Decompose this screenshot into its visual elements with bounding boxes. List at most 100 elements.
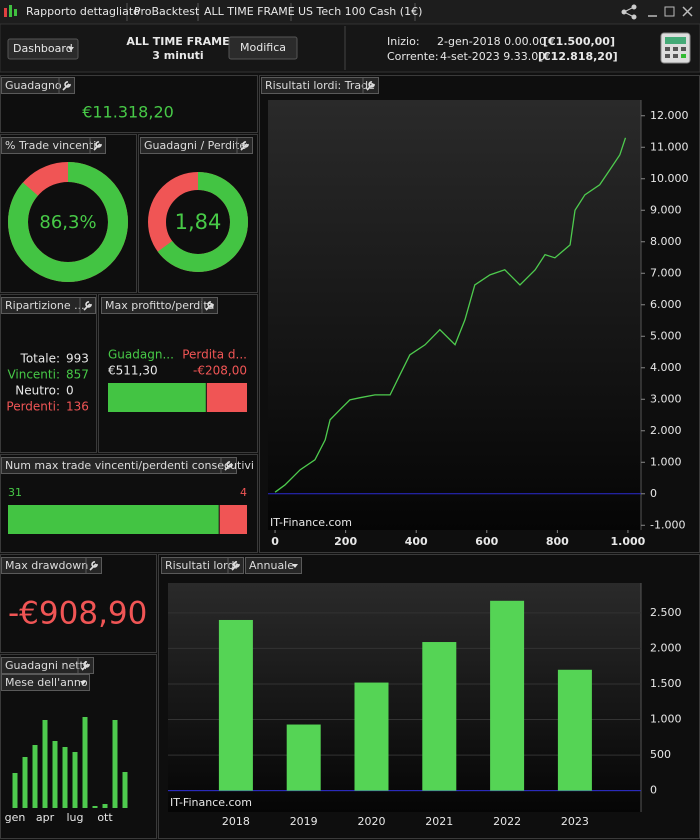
y-tick-label: 4.000: [650, 361, 682, 374]
equity-line: [274, 137, 627, 493]
bar: [102, 804, 108, 808]
y-tick-label: 2.000: [650, 641, 682, 654]
wrench-icon[interactable]: [83, 301, 92, 311]
edit-label: Modifica: [240, 41, 286, 54]
panel-header: [140, 137, 253, 154]
title-bar: [0, 0, 700, 24]
tab[interactable]: ALL TIME FRAME: [204, 5, 295, 18]
wrench-icon[interactable]: [93, 141, 102, 151]
loss-bar: [206, 383, 247, 412]
share-icon[interactable]: [621, 4, 637, 20]
win-bar: [108, 383, 206, 412]
dashboard-button[interactable]: [7, 38, 79, 60]
panel-header: [161, 557, 244, 574]
breakdown: Totale: 993 Vincenti: 857 Neutro: 0 Perd…: [6, 352, 89, 414]
bar: [557, 669, 592, 791]
profit-label: Guadagn...: [108, 348, 174, 362]
report-icon[interactable]: [660, 32, 691, 64]
losses-label: Perdenti:: [6, 400, 60, 414]
wrench-icon[interactable]: [89, 561, 98, 571]
panel-title: Ripartizione ...: [5, 299, 85, 312]
bar: [22, 757, 28, 808]
bar: [122, 772, 128, 808]
x-tick-label: 0: [271, 535, 279, 548]
y-tick-label: 11.000: [650, 140, 689, 153]
bar: [62, 747, 68, 808]
panel-title: Risultati lordi: Trade: [265, 79, 375, 92]
dropdown[interactable]: [245, 557, 302, 574]
wrench-icon[interactable]: [62, 81, 71, 91]
panel-header: [1, 297, 96, 314]
x-tick-label: 2022: [493, 815, 521, 828]
panel-header: [1, 557, 102, 574]
wrench-icon[interactable]: [240, 141, 249, 151]
tab[interactable]: ProBacktest: [134, 5, 200, 18]
loss-label: Perdita d...: [182, 348, 247, 362]
losses-value: 136: [66, 400, 89, 414]
x-tick-label: 2018: [222, 815, 250, 828]
y-tick-label: 1.000: [650, 713, 682, 726]
panel-header: [261, 77, 379, 94]
panel-title: Guadagni / Perdite: [144, 139, 246, 152]
tab[interactable]: Rapporto dettagliato: [26, 5, 140, 18]
donut-arc: [8, 162, 128, 282]
dropdown[interactable]: [1, 674, 90, 691]
y-tick-label: 7.000: [650, 266, 682, 279]
start-date: 2-gen-2018 0.00.00: [437, 35, 546, 48]
y-tick-label: 5.000: [650, 329, 682, 342]
y-tick-label: 500: [650, 748, 671, 761]
bar: [286, 724, 321, 791]
x-tick-label: apr: [36, 811, 55, 824]
wrench-icon[interactable]: [81, 661, 90, 671]
wins-value: 857: [66, 368, 89, 382]
current-date: 4-set-2023 9.33.00: [440, 50, 545, 63]
neutral-value: 0: [66, 384, 74, 398]
start-label: Inizio:: [387, 35, 420, 48]
dropdown-label: Mese dell'anno: [5, 676, 88, 689]
dropdown-arrow: [68, 47, 74, 51]
bar: [82, 717, 88, 808]
profit-value: €511,30: [108, 364, 158, 378]
donut-arc: [148, 172, 248, 272]
edit-button[interactable]: [228, 36, 298, 60]
neutral-label: Neutro:: [15, 384, 60, 398]
win-bar: [8, 505, 219, 534]
y-tick-label: 6.000: [650, 298, 682, 311]
panel-title: Num max trade vincenti/perdenti consecut…: [5, 459, 254, 472]
panel-title: Max profitto/perdita: [105, 299, 214, 312]
close-button[interactable]: [682, 6, 693, 17]
y-tick-label: 2.500: [650, 606, 682, 619]
bar: [422, 642, 457, 791]
y-tick-label: 2.000: [650, 424, 682, 437]
bar: [42, 720, 48, 808]
consecutive-losses: 4: [240, 486, 247, 499]
panel-header: [1, 137, 106, 154]
y-tick-label: 3.000: [650, 392, 682, 405]
dashboard-label: Dashboard: [13, 42, 73, 55]
total-label: Totale:: [20, 352, 60, 366]
dropdown-arrow: [80, 681, 86, 685]
x-tick-label: 2021: [425, 815, 453, 828]
x-tick-label: 200: [334, 535, 357, 548]
tab[interactable]: US Tech 100 Cash (1€): [298, 5, 422, 18]
ratio-label: 1,84: [175, 210, 222, 234]
panel-title: Guadagni netti: [5, 659, 87, 672]
y-tick-label: 10.000: [650, 172, 689, 185]
y-tick-label: 1.500: [650, 677, 682, 690]
panel-header: [1, 657, 94, 674]
wrench-icon[interactable]: [205, 301, 214, 311]
wrench-icon[interactable]: [366, 81, 375, 91]
y-tick-label: 0: [650, 784, 657, 797]
wrench-icon[interactable]: [231, 561, 240, 571]
wrench-icon[interactable]: [224, 461, 233, 471]
gain-value: €11.318,20: [82, 103, 174, 122]
current-label: Corrente:: [387, 50, 439, 63]
equity-plot-area: [268, 100, 641, 530]
drawdown-value: -€908,90: [8, 596, 147, 632]
x-tick-label: 2023: [561, 815, 589, 828]
bar: [12, 773, 18, 808]
maximize-button[interactable]: [664, 6, 675, 17]
panel-header: [101, 297, 218, 314]
